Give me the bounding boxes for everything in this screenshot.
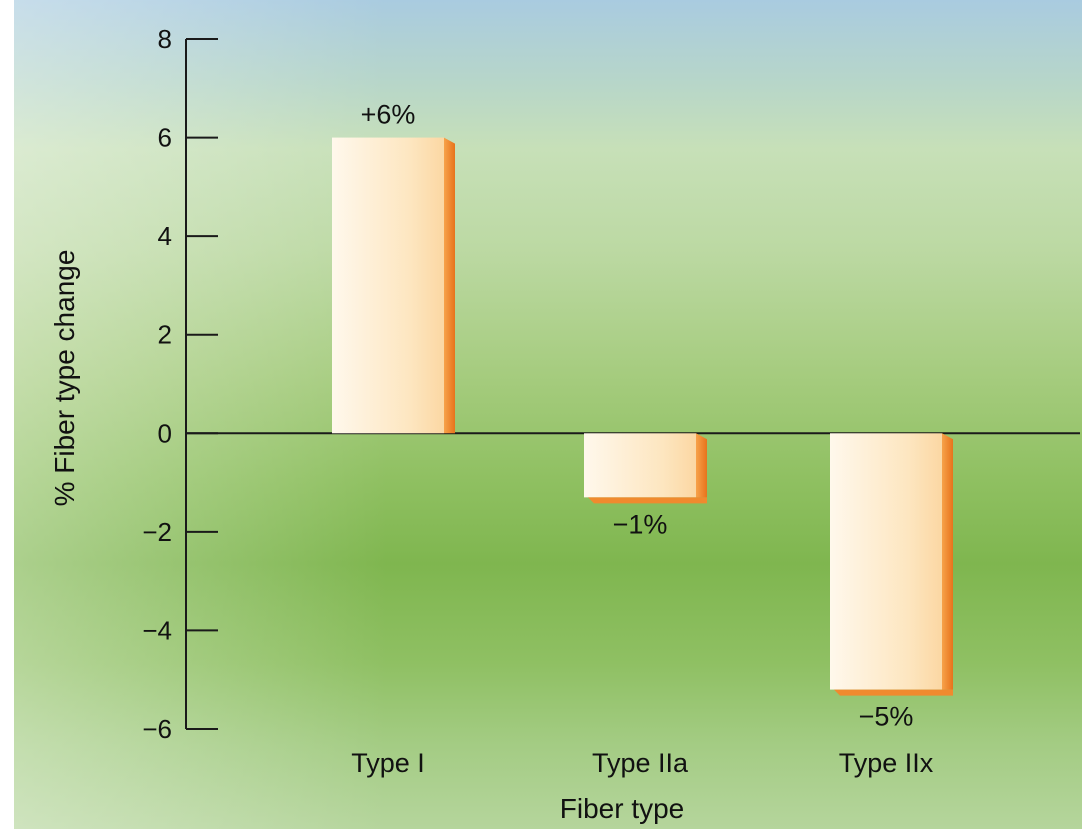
- bar-side: [696, 433, 707, 498]
- bar-2: [584, 433, 707, 504]
- data-label: −1%: [613, 509, 668, 539]
- y-tick-label: 6: [158, 123, 172, 153]
- bar-side: [942, 433, 953, 690]
- bar-bottom-edge: [588, 497, 707, 504]
- bar-face: [332, 137, 444, 434]
- data-label: −5%: [859, 702, 914, 732]
- bar-3: [830, 433, 953, 696]
- y-axis-title: % Fiber type change: [49, 250, 80, 507]
- y-tick-label: 8: [158, 24, 172, 54]
- y-tick-label: −6: [142, 714, 172, 744]
- y-tick-label: −4: [142, 615, 172, 645]
- x-axis-title: Fiber type: [560, 793, 685, 824]
- bar-face: [830, 433, 942, 690]
- y-tick-label: 0: [158, 418, 172, 448]
- y-tick-label: 2: [158, 320, 172, 350]
- bar-1: [332, 137, 455, 434]
- y-tick-label: −2: [142, 517, 172, 547]
- data-label: +6%: [361, 100, 416, 130]
- y-tick-label: 4: [158, 221, 172, 251]
- bar-side: [444, 137, 455, 434]
- bar-face: [584, 433, 696, 498]
- x-tick-label: Type IIx: [839, 748, 934, 778]
- x-tick-label: Type I: [351, 748, 425, 778]
- x-tick-label: Type IIa: [592, 748, 689, 778]
- bar-bottom-edge: [834, 689, 953, 696]
